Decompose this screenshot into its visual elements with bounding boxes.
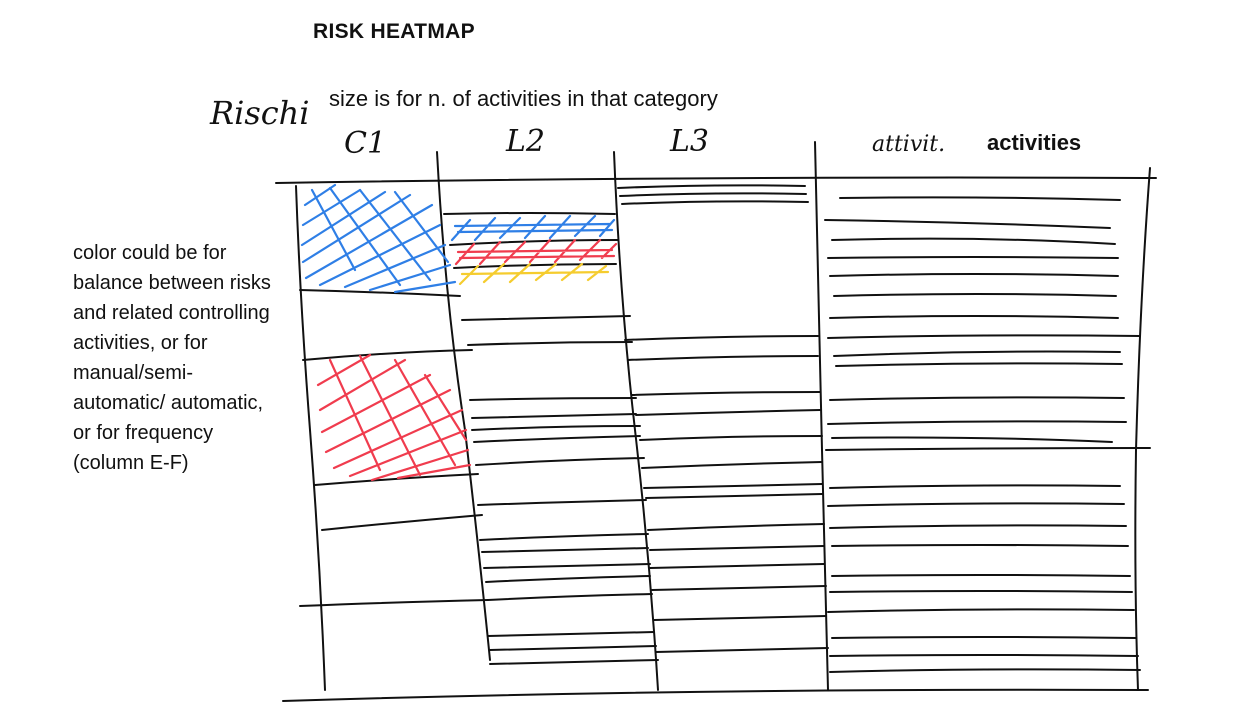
column-line-3: [814, 141, 829, 691]
diagram-subtitle: size is for n. of activities in that cat…: [329, 86, 718, 111]
activities-column-label: activities: [987, 130, 1082, 155]
column-line-right: [1134, 167, 1151, 691]
handwritten-rischi-label: Rischi: [210, 94, 310, 132]
l2-blue-hatch: [450, 214, 616, 242]
column-line-left: [295, 185, 326, 691]
frame-bottom-line: [282, 688, 1149, 702]
diagram-title: RISK HEATMAP: [313, 20, 475, 43]
c1-red-hatch: [316, 353, 472, 482]
activities-row-lines: [824, 196, 1151, 673]
handwritten-column-c1: C1: [344, 126, 387, 161]
handwritten-column-l3: L3: [670, 124, 710, 159]
l2-red-hatch: [454, 238, 618, 266]
column-line-2: [613, 151, 659, 691]
c1-row-lines: [299, 289, 489, 607]
l3-row-lines: [617, 184, 829, 653]
frame-top-line: [275, 176, 1157, 184]
c1-blue-hatch: [300, 183, 457, 294]
handwritten-column-l2: L2: [506, 124, 546, 159]
l2-row-lines: [443, 212, 659, 665]
l2-yellow-hatch: [458, 262, 610, 286]
handwritten-column-attivita: attivit.: [872, 132, 946, 157]
side-note: color could be for balance between risks…: [73, 242, 271, 474]
